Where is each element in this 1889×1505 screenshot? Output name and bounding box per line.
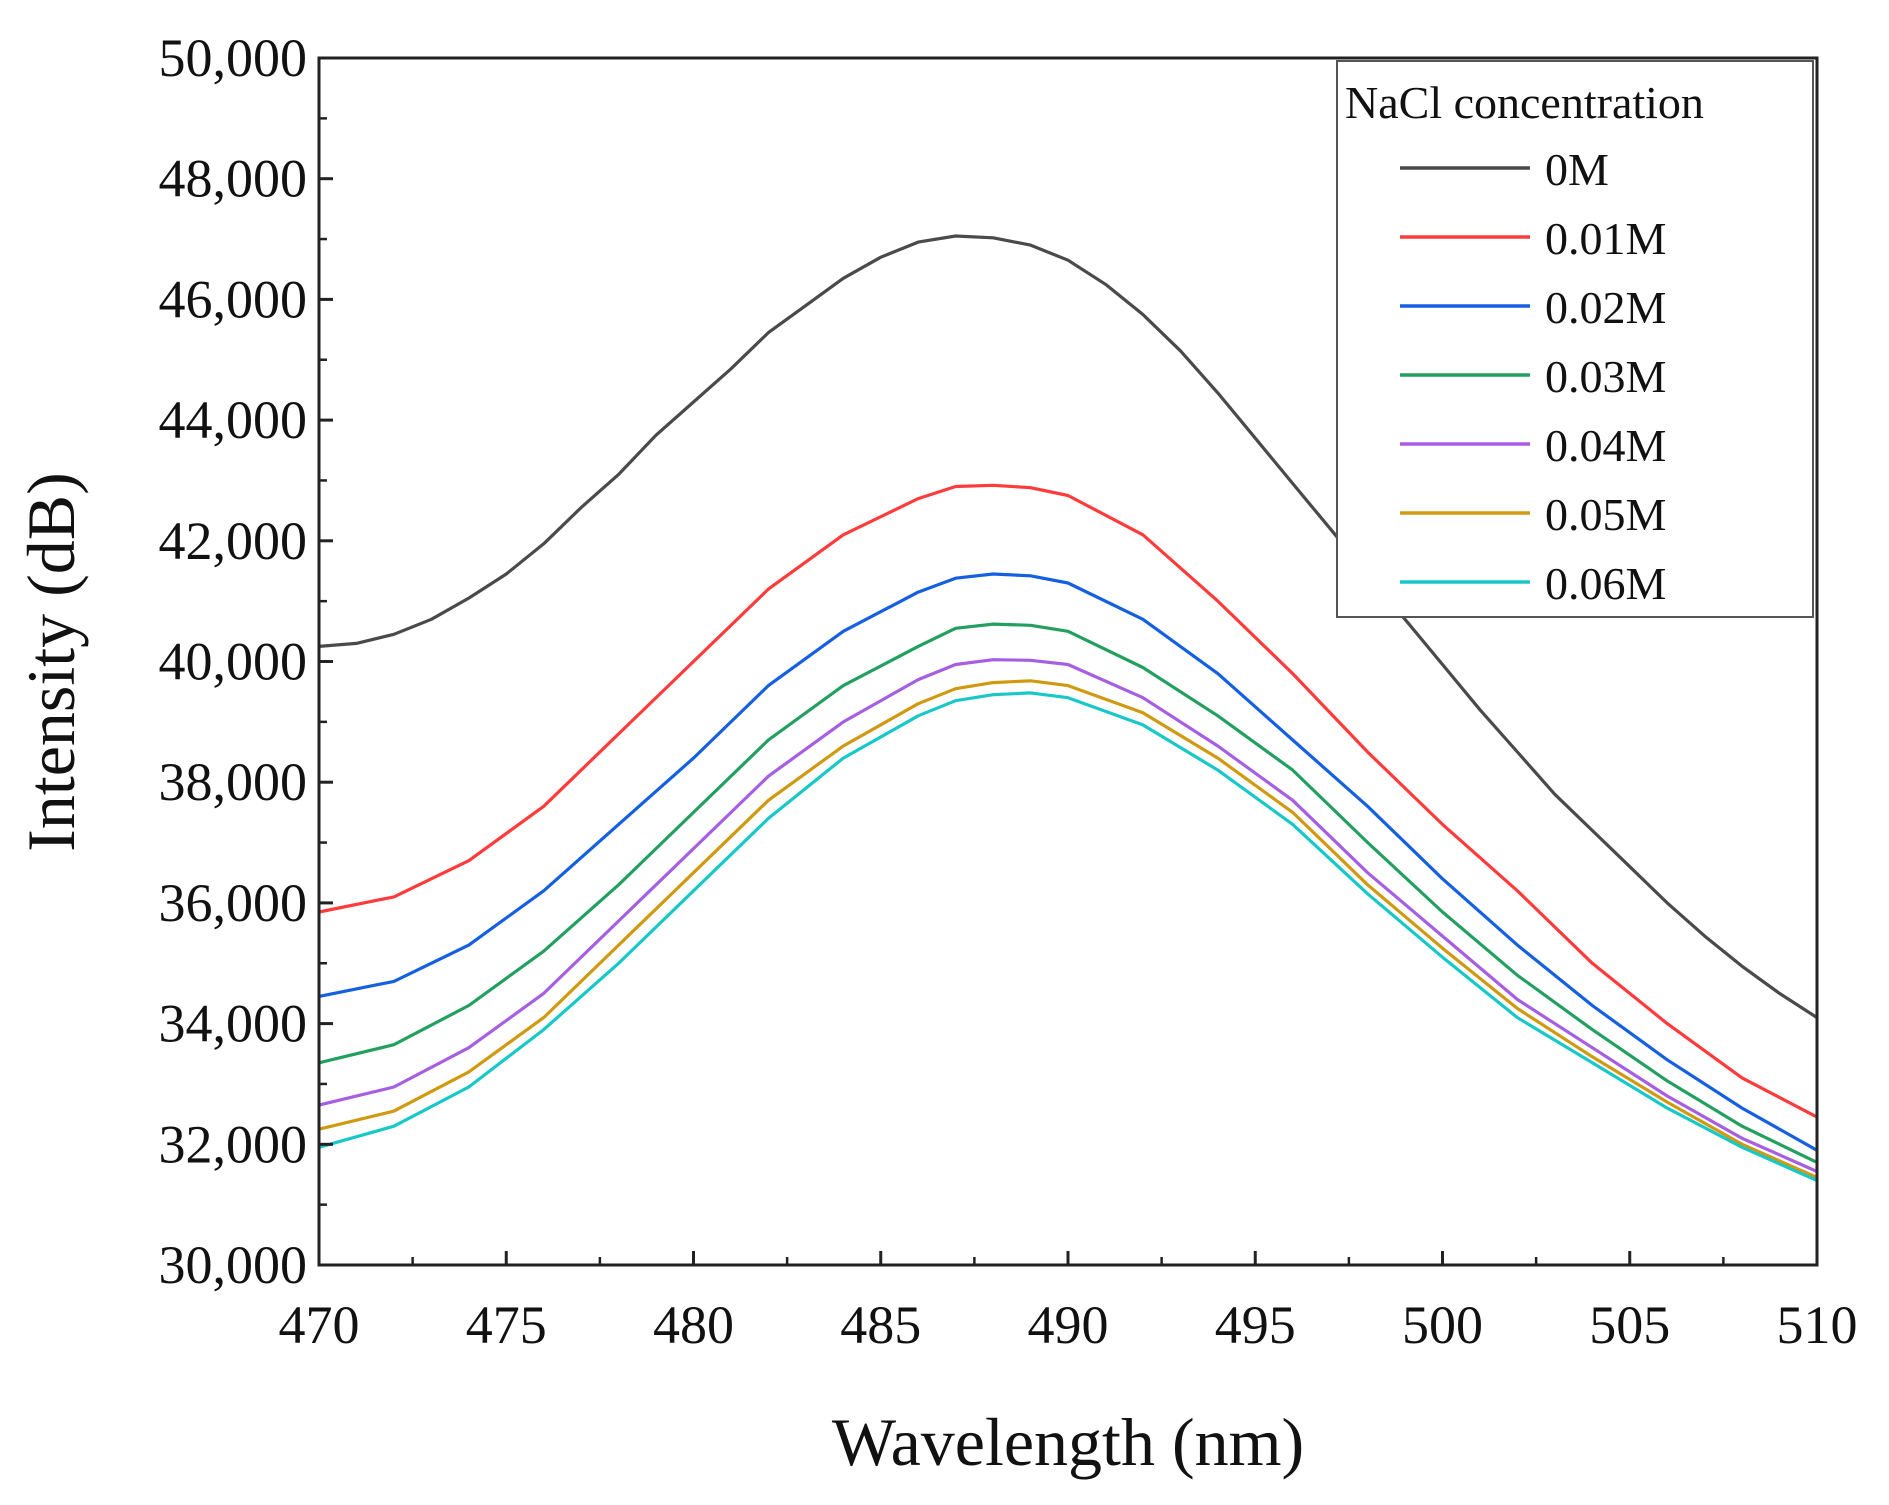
series-line-0-03M bbox=[318, 622, 1818, 1164]
legend-label: 0.05M bbox=[1545, 489, 1666, 540]
x-tick-label: 475 bbox=[466, 1295, 547, 1355]
y-tick-label: 48,000 bbox=[159, 149, 308, 209]
y-tick-label: 44,000 bbox=[159, 390, 308, 450]
legend-item: 0.03M bbox=[1400, 351, 1666, 402]
x-tick-label: 470 bbox=[279, 1295, 360, 1355]
y-tick-label: 46,000 bbox=[159, 269, 308, 329]
y-tick-label: 50,000 bbox=[159, 28, 308, 88]
legend-item: 0.02M bbox=[1400, 282, 1666, 333]
y-axis-title: Intensity (dB) bbox=[13, 472, 89, 852]
legend-item: 0.04M bbox=[1400, 420, 1666, 471]
y-tick-label: 36,000 bbox=[159, 873, 308, 933]
series-layer bbox=[318, 234, 1818, 1182]
x-tick-label: 490 bbox=[1028, 1295, 1109, 1355]
legend: NaCl concentration 0M 0.01M 0.02M 0.03M 0.04… bbox=[1336, 60, 1814, 618]
legend-title: NaCl concentration bbox=[1345, 77, 1704, 128]
series-line-0-01M bbox=[318, 483, 1818, 1119]
legend-label: 0.02M bbox=[1545, 282, 1666, 333]
x-tick-label: 510 bbox=[1777, 1295, 1858, 1355]
y-tick-label: 38,000 bbox=[159, 752, 308, 812]
ticks-layer: 470 475 480 485 490 495 500 505 510 30,000 32,000 3… bbox=[159, 28, 1858, 1355]
x-axis-title: Wavelength (nm) bbox=[832, 1404, 1304, 1480]
legend-label: 0.04M bbox=[1545, 420, 1666, 471]
series-line-0-05M bbox=[318, 679, 1818, 1179]
legend-items: 0M 0.01M 0.02M 0.03M 0.04M 0.05M 0.06M bbox=[1400, 144, 1666, 609]
legend-box bbox=[1336, 60, 1814, 618]
legend-label: 0M bbox=[1545, 144, 1609, 195]
series-line-0-04M bbox=[318, 658, 1818, 1173]
legend-item: 0.06M bbox=[1400, 558, 1666, 609]
y-tick-label: 30,000 bbox=[159, 1235, 308, 1295]
legend-label: 0.03M bbox=[1545, 351, 1666, 402]
series-line-0-02M bbox=[318, 572, 1818, 1152]
x-tick-label: 485 bbox=[840, 1295, 921, 1355]
legend-item: 0.05M bbox=[1400, 489, 1666, 540]
x-tick-label: 505 bbox=[1589, 1295, 1670, 1355]
y-tick-label: 32,000 bbox=[159, 1114, 308, 1174]
y-tick-label: 34,000 bbox=[159, 994, 308, 1054]
y-tick-label: 40,000 bbox=[159, 632, 308, 692]
x-tick-label: 480 bbox=[653, 1295, 734, 1355]
series-line-0-06M bbox=[318, 691, 1818, 1182]
legend-item: 0M bbox=[1400, 144, 1609, 195]
legend-label: 0.06M bbox=[1545, 558, 1666, 609]
x-tick-label: 500 bbox=[1402, 1295, 1483, 1355]
legend-label: 0.01M bbox=[1545, 213, 1666, 264]
legend-item: 0.01M bbox=[1400, 213, 1666, 264]
series-line-0M bbox=[318, 234, 1818, 1019]
y-tick-label: 42,000 bbox=[159, 511, 308, 571]
x-tick-label: 495 bbox=[1215, 1295, 1296, 1355]
